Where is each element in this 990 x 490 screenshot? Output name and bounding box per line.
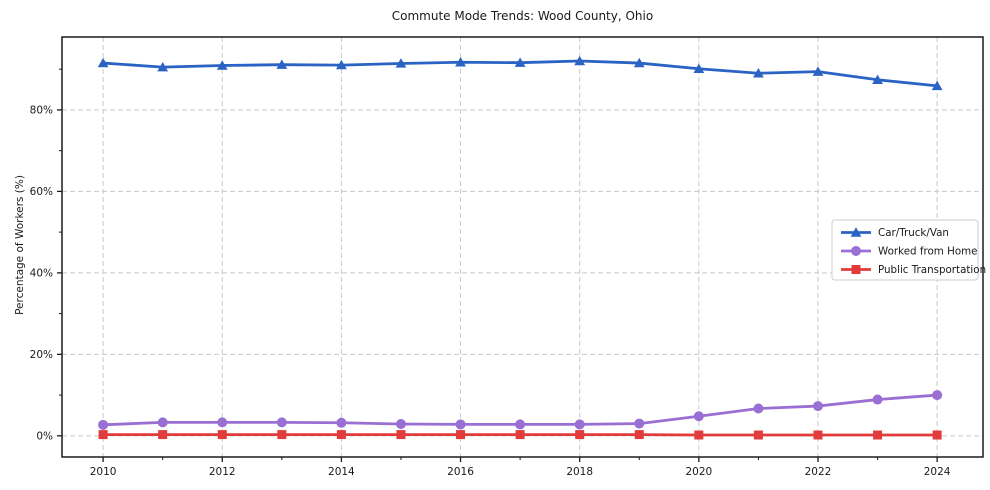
y-tick-label: 80% [30,105,53,117]
data-point-marker [158,430,168,440]
data-point-marker [850,227,862,237]
x-tick-label: 2016 [447,466,474,478]
data-point-marker [456,430,466,440]
data-point-marker [931,80,943,91]
x-tick-label: 2024 [924,466,951,478]
data-point-marker [514,57,526,67]
legend-label: Worked from Home [878,246,978,258]
x-tick-label: 2014 [328,466,355,478]
data-point-marker [455,419,466,430]
data-point-marker [634,430,644,440]
series-public-transportation [98,430,942,440]
data-point-marker [98,430,108,440]
data-point-marker [813,430,823,440]
data-point-marker [515,419,526,430]
data-point-marker [455,57,466,67]
data-point-marker [217,430,227,440]
data-point-marker [157,417,168,428]
data-point-marker [753,403,764,414]
data-point-marker [693,411,704,422]
y-tick-label: 20% [30,349,53,361]
legend-item-car-truck-van: Car/Truck/Van [841,227,949,239]
series-car-truck-van [97,55,943,91]
data-point-marker [694,430,704,440]
data-point-marker [575,430,585,440]
data-point-marker [574,419,585,430]
x-tick-label: 2022 [805,466,832,478]
data-point-marker [753,68,764,78]
series-worked-from-home [98,390,943,430]
legend-item-worked-from-home: Worked from Home [841,246,978,258]
data-point-marker [157,61,169,72]
legend: Car/Truck/Van Worked from Home Public Tran… [831,219,986,281]
data-point-marker [98,419,109,430]
x-tick-label: 2020 [685,466,712,478]
data-point-marker [276,59,288,69]
data-point-marker [932,430,942,440]
data-point-marker [276,417,287,428]
data-point-marker [336,430,346,440]
data-point-marker [395,419,406,430]
data-point-marker [277,430,287,440]
data-point-marker [873,430,883,440]
data-point-marker [932,390,943,401]
data-point-marker [634,418,645,429]
data-point-marker [216,60,228,70]
data-point-marker [812,401,823,412]
data-point-marker [812,66,824,76]
x-tick-label: 2012 [209,466,236,478]
plot-border [61,36,984,458]
data-point-marker [97,57,109,68]
data-point-marker [872,394,883,405]
y-tick-label: 0% [36,431,53,443]
chart-title: Commute Mode Trends: Wood County, Ohio [391,9,654,23]
data-point-marker [395,58,407,68]
data-point-marker [693,63,705,73]
y-axis-label: Percentage of Workers (%) [14,175,26,315]
data-point-marker [396,430,406,440]
data-point-marker [753,430,763,440]
x-tick-label: 2010 [90,466,117,478]
legend-label: Public Transportation [878,264,986,276]
y-tick-label: 60% [30,186,53,198]
data-point-marker [217,417,228,428]
legend-item-public-transportation: Public Transportation [841,264,986,276]
data-point-marker [872,74,883,84]
y-tick-label: 40% [30,268,53,280]
data-point-marker [335,59,347,70]
legend-box [831,219,979,281]
data-point-marker [851,246,861,256]
legend-label: Car/Truck/Van [878,227,949,239]
data-point-marker [851,265,861,274]
data-point-marker [515,430,525,440]
data-point-marker [574,55,586,66]
data-point-marker [633,57,645,68]
data-point-marker [336,417,347,428]
x-tick-label: 2018 [566,466,593,478]
